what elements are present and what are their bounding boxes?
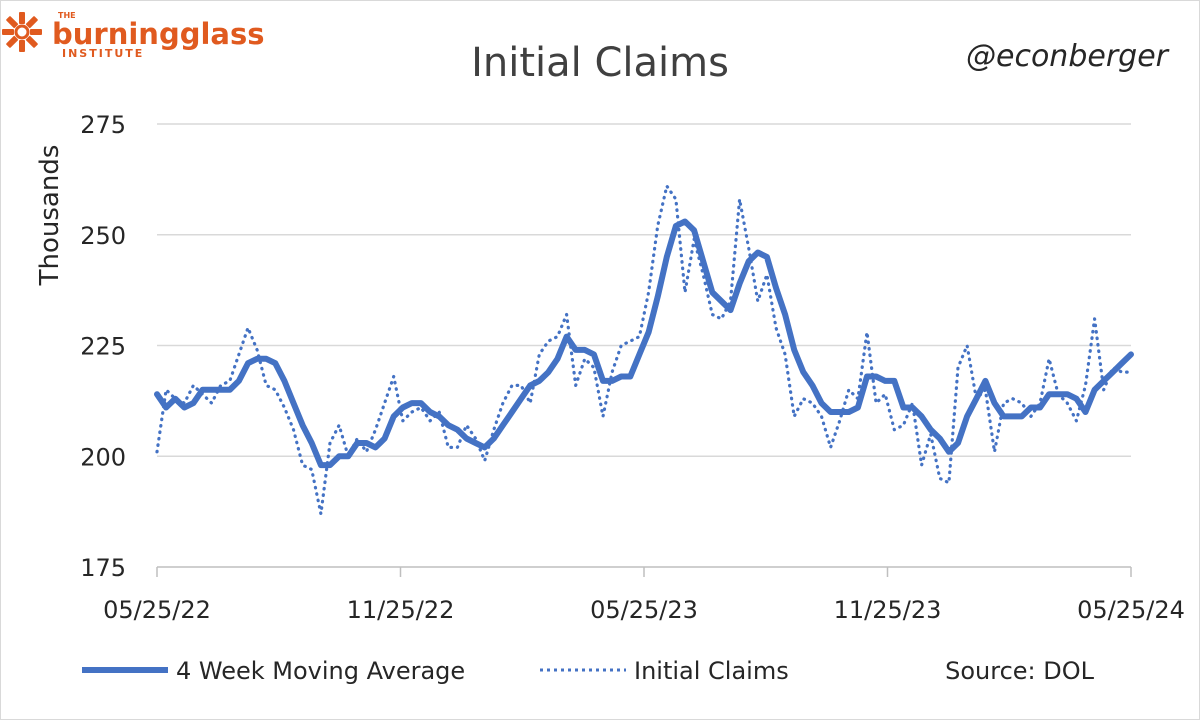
series-lines	[154, 184, 1134, 516]
sun-burst-icon	[2, 12, 42, 52]
source-note: Source: DOL	[945, 657, 1095, 685]
author-handle: @econberger	[966, 39, 1170, 74]
y-tick-label: 175	[80, 554, 126, 582]
legend: 4 Week Moving Average Initial Claims	[82, 657, 789, 685]
y-tick-label: 225	[80, 333, 126, 361]
y-tick-label: 275	[80, 111, 126, 139]
x-tick-label: 05/25/22	[103, 596, 211, 624]
y-axis-label: Thousands	[35, 145, 65, 287]
gridlines	[157, 123, 1131, 457]
y-tick-label: 200	[80, 443, 126, 471]
series-line-moving-average	[154, 218, 1134, 469]
series-line-initial-claims	[155, 184, 1133, 516]
x-tick-label: 11/25/22	[347, 596, 455, 624]
x-tick-label: 11/25/23	[834, 596, 942, 624]
y-tick-label: 250	[80, 222, 126, 250]
logo-main-text: burningglass	[52, 17, 265, 51]
brand-logo: THE burningglass INSTITUTE	[2, 11, 265, 60]
x-tick-label: 05/25/23	[590, 596, 698, 624]
logo-sub-text: INSTITUTE	[62, 47, 144, 60]
y-tick-labels: 275 250 225 200 175	[80, 111, 126, 582]
logo-top-text: THE	[58, 11, 76, 20]
legend-label-initial-claims: Initial Claims	[634, 657, 789, 685]
x-tick-labels: 05/25/22 11/25/22 05/25/23 11/25/23 05/25/24	[103, 596, 1185, 624]
chart-title: Initial Claims	[471, 40, 729, 86]
x-axis	[156, 566, 1132, 577]
legend-label-moving-average: 4 Week Moving Average	[176, 657, 465, 685]
x-tick-label: 05/25/24	[1077, 596, 1185, 624]
